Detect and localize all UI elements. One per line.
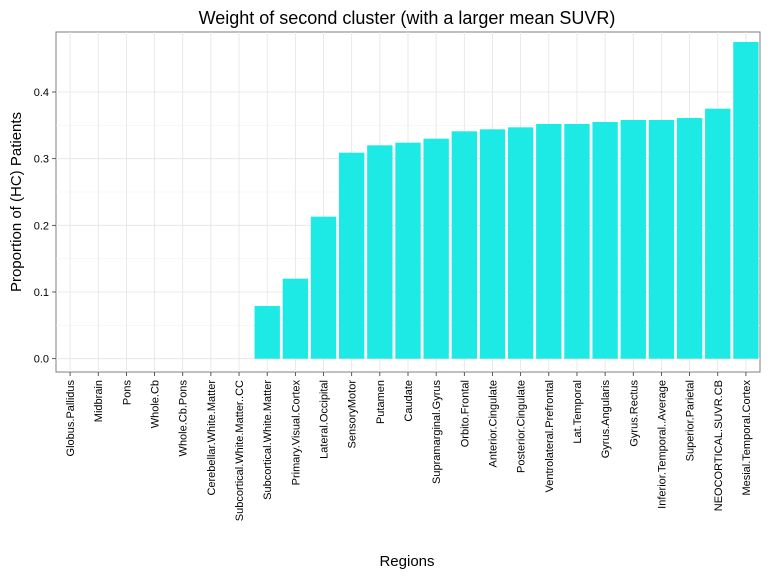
x-tick-label: Lat.Temporal <box>572 380 584 444</box>
x-tick-label: Posterior.Cingulate <box>516 380 528 473</box>
x-tick-label: Orbito.Frontal <box>459 380 471 447</box>
x-tick-label: Midbrain <box>93 380 105 422</box>
x-tick-label: Primary.Visual.Cortex <box>290 380 302 486</box>
bar <box>536 124 562 359</box>
y-tick-label: 0.2 <box>34 220 49 232</box>
x-tick-label: Globus.Pallidus <box>65 380 77 457</box>
x-tick-label: Lateral.Occipital <box>319 380 331 459</box>
bar <box>733 42 759 359</box>
bar <box>564 124 590 359</box>
x-tick-label: NEOCORTICAL.SUVR.CB <box>713 380 725 511</box>
x-tick-label: Gyrus.Rectus <box>628 380 640 447</box>
x-tick-label: Superior.Parietal <box>685 380 697 461</box>
bar <box>282 278 309 359</box>
x-tick-label: Gyrus.Angularis <box>600 380 612 459</box>
bar <box>592 122 618 359</box>
y-axis-title: Proportion of (HC) Patients <box>8 112 25 292</box>
bar <box>620 120 646 359</box>
x-tick-label: Whole.Cb <box>150 380 162 428</box>
bar <box>507 127 534 359</box>
y-axis: 0.0 0.1 0.2 0.3 0.4 <box>34 87 56 366</box>
x-tick-label: Ventrolateral.Prefrontal <box>544 380 556 493</box>
x-tick-label: Whole.Cb.Pons <box>178 380 190 457</box>
x-tick-label: Caudate <box>403 380 415 422</box>
bar <box>479 129 506 359</box>
bar <box>254 306 280 359</box>
bar <box>339 152 365 359</box>
y-tick-label: 0.3 <box>34 154 49 166</box>
bar <box>310 216 337 359</box>
y-tick-label: 0.1 <box>34 287 49 299</box>
bar <box>676 118 703 359</box>
bar <box>648 120 675 359</box>
bar <box>451 131 477 359</box>
x-tick-label: Inferior.Temporal..Average <box>656 380 668 509</box>
x-tick-label: SensoryMotor <box>347 380 359 449</box>
bar <box>395 142 421 359</box>
x-tick-label: Putamen <box>375 380 387 424</box>
chart-title: Weight of second cluster (with a larger … <box>199 8 616 28</box>
bars <box>254 42 759 359</box>
x-tick-label: Subcortical.White.Matter <box>262 380 274 500</box>
x-axis-title: Regions <box>379 553 434 570</box>
y-tick-label: 0.0 <box>34 354 49 366</box>
x-axis: Globus.Pallidus Midbrain Pons Whole.Cb Whole… <box>65 372 753 521</box>
x-tick-label: Cerebellar.White.Matter <box>206 380 218 496</box>
x-tick-label: Anterior.Cingulate <box>487 380 499 467</box>
x-tick-label: Supramarginal.Gyrus <box>431 380 443 484</box>
x-tick-label: Mesial.Temporal.Cortex <box>741 380 753 496</box>
x-tick-label: Pons <box>121 380 133 406</box>
bar <box>423 138 449 359</box>
x-tick-label: Subcortical.White.Matter..CC <box>234 380 246 521</box>
y-tick-label: 0.4 <box>34 87 49 99</box>
bar <box>705 108 731 359</box>
bar <box>367 145 393 359</box>
